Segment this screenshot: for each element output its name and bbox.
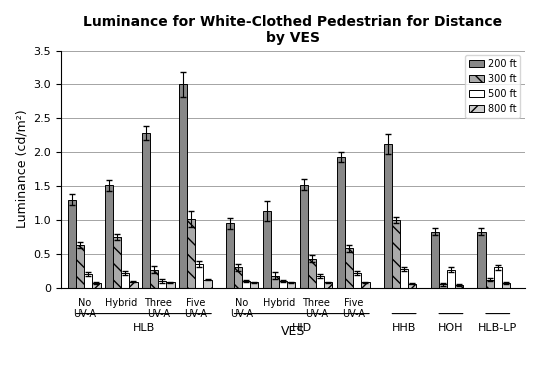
Text: HID: HID bbox=[292, 323, 312, 333]
Text: HLB: HLB bbox=[133, 323, 155, 333]
Bar bbox=[408, 284, 416, 288]
Bar bbox=[384, 144, 392, 288]
Bar bbox=[337, 157, 345, 288]
Bar bbox=[494, 268, 502, 288]
Bar bbox=[166, 282, 174, 288]
X-axis label: VES: VES bbox=[281, 325, 305, 338]
Text: HLB-LP: HLB-LP bbox=[478, 323, 517, 333]
Bar bbox=[300, 185, 308, 288]
Bar bbox=[438, 284, 447, 288]
Text: HOH: HOH bbox=[438, 323, 464, 333]
Bar bbox=[92, 283, 100, 288]
Bar bbox=[204, 280, 212, 288]
Bar bbox=[105, 186, 113, 288]
Bar bbox=[84, 274, 92, 288]
Bar bbox=[502, 283, 510, 288]
Legend: 200 ft, 300 ft, 500 ft, 800 ft: 200 ft, 300 ft, 500 ft, 800 ft bbox=[465, 55, 520, 118]
Bar bbox=[226, 223, 234, 288]
Bar bbox=[250, 282, 259, 288]
Bar bbox=[142, 133, 150, 288]
Bar bbox=[400, 269, 408, 288]
Bar bbox=[477, 232, 485, 288]
Bar bbox=[179, 85, 187, 288]
Bar bbox=[263, 211, 271, 288]
Title: Luminance for White-Clothed Pedestrian for Distance
by VES: Luminance for White-Clothed Pedestrian f… bbox=[84, 15, 503, 45]
Bar bbox=[195, 264, 204, 288]
Bar bbox=[130, 282, 138, 288]
Bar bbox=[242, 281, 250, 288]
Bar bbox=[76, 245, 84, 288]
Bar bbox=[121, 273, 130, 288]
Bar bbox=[187, 219, 195, 288]
Bar bbox=[158, 281, 166, 288]
Bar bbox=[353, 273, 361, 288]
Bar bbox=[361, 282, 369, 288]
Bar bbox=[308, 259, 316, 288]
Bar bbox=[271, 276, 279, 288]
Bar bbox=[485, 280, 494, 288]
Bar bbox=[447, 269, 455, 288]
Bar bbox=[234, 268, 242, 288]
Bar bbox=[68, 200, 76, 288]
Bar bbox=[316, 276, 325, 288]
Bar bbox=[287, 282, 295, 288]
Bar bbox=[345, 248, 353, 288]
Bar bbox=[455, 285, 463, 288]
Bar bbox=[150, 269, 158, 288]
Text: HHB: HHB bbox=[392, 323, 416, 333]
Bar bbox=[279, 281, 287, 288]
Bar bbox=[392, 220, 400, 288]
Bar bbox=[430, 232, 438, 288]
Bar bbox=[113, 237, 121, 288]
Bar bbox=[325, 282, 333, 288]
Y-axis label: Luminance (cd/m²): Luminance (cd/m²) bbox=[15, 110, 28, 228]
